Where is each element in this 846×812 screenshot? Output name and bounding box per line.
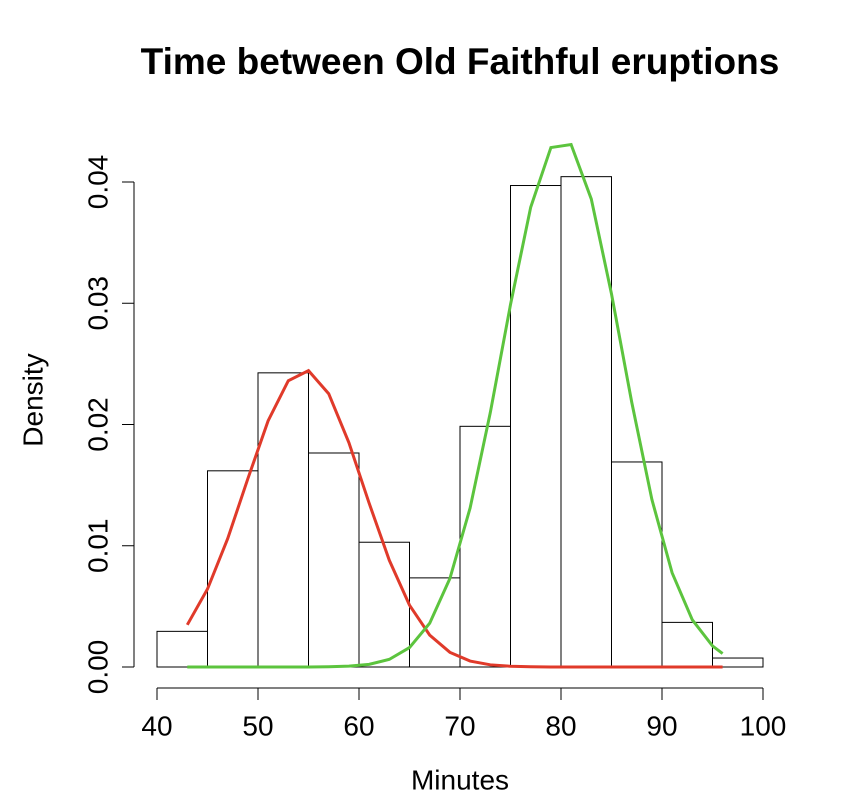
x-tick-label: 50 xyxy=(242,710,273,741)
histogram-bar xyxy=(156,630,208,668)
x-axis-label: Minutes xyxy=(411,764,509,795)
histogram-bar xyxy=(661,621,713,668)
histogram-bar xyxy=(358,541,410,668)
histogram-bar xyxy=(459,425,511,668)
y-tick-label: 0.01 xyxy=(82,519,113,574)
histogram-bar xyxy=(257,372,309,668)
chart-title: Time between Old Faithful eruptions xyxy=(141,41,780,82)
histogram-bar xyxy=(510,185,562,668)
x-tick-label: 40 xyxy=(141,710,172,741)
y-tick-label: 0.02 xyxy=(82,397,113,452)
histogram-bar xyxy=(560,176,612,668)
x-tick-label: 90 xyxy=(646,710,677,741)
y-tick-label: 0.04 xyxy=(82,155,113,210)
y-tick-label: 0.00 xyxy=(82,640,113,695)
x-tick-label: 100 xyxy=(740,710,787,741)
density-curve xyxy=(187,142,724,669)
x-tick-label: 60 xyxy=(343,710,374,741)
y-axis-label: Density xyxy=(17,353,48,446)
x-tick-label: 80 xyxy=(545,710,576,741)
x-tick-label: 70 xyxy=(444,710,475,741)
y-tick-label: 0.03 xyxy=(82,276,113,331)
histogram-bar xyxy=(611,461,663,668)
histogram-bar xyxy=(308,452,360,668)
histogram-bar xyxy=(712,657,764,668)
density-curve xyxy=(185,368,723,669)
